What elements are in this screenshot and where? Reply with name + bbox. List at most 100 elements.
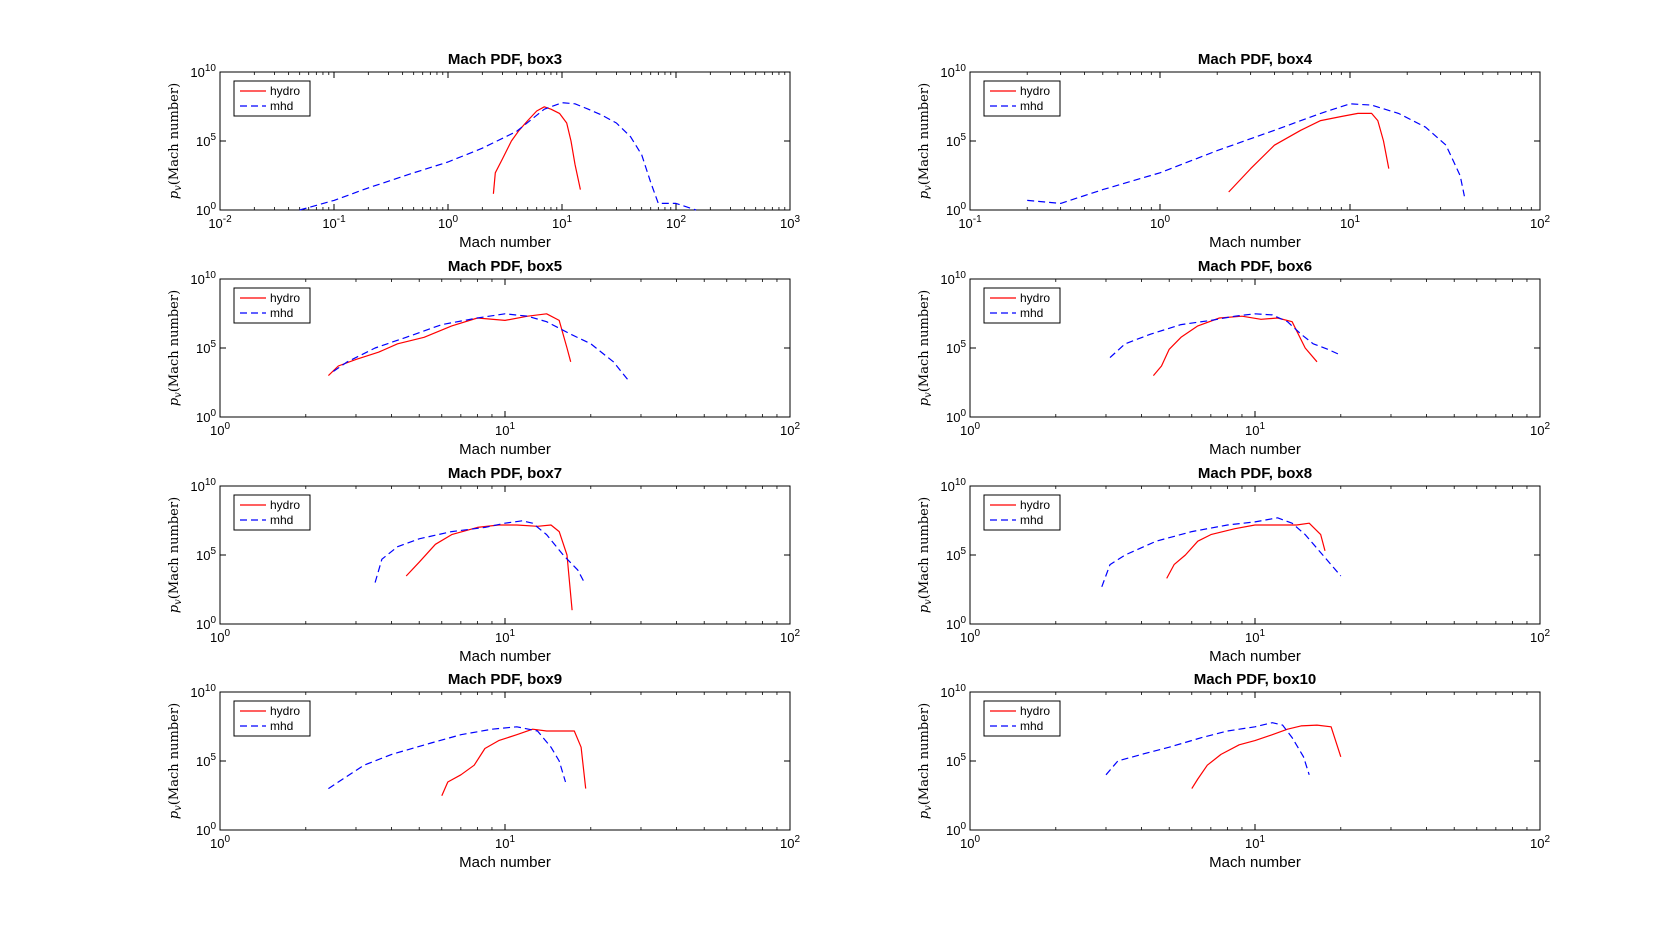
x-tick-label: 101 [495,628,515,645]
subplot-title: Mach PDF, box9 [448,671,562,688]
y-tick-label: 105 [196,752,216,769]
y-axis-label: pv(Mach number) [167,497,184,613]
y-tick-label: 100 [196,821,216,838]
x-tick-label: 100 [960,628,980,645]
series-line-mhd [1101,517,1342,588]
x-tick-label: 101 [1340,214,1360,231]
legend-label-mhd: mhd [1020,719,1043,733]
x-tick-label: 100 [210,834,230,851]
y-tick-label: 100 [196,201,216,218]
x-tick-label: 100 [210,628,230,645]
y-tick-label: 100 [196,408,216,425]
series-line-hydro [1166,522,1326,579]
series-line-mhd [1027,103,1465,204]
legend-box [983,287,1061,324]
legend-label-hydro: hydro [1020,84,1050,98]
subplot-title: Mach PDF, box4 [1198,51,1313,68]
plot-area [219,485,791,625]
y-tick-label: 100 [946,201,966,218]
series-line-mhd [374,520,585,583]
x-tick-label: 101 [552,214,572,231]
series-line-hydro [1152,315,1318,376]
y-axis-label: pv(Mach number) [917,497,934,613]
subplot-title: Mach PDF, box8 [1198,465,1312,482]
y-tick-label: 1010 [190,270,216,287]
y-tick-label: 105 [946,546,966,563]
series-line-hydro [1228,112,1390,193]
x-tick-label: 100 [438,214,458,231]
plot-area [219,691,791,831]
series-line-mhd [299,102,697,211]
x-tick-label: 101 [1245,834,1265,851]
series-line-hydro [327,313,572,377]
y-tick-label: 1010 [190,683,216,700]
legend-label-mhd: mhd [270,719,293,733]
legend-box [233,287,311,324]
y-tick-label: 105 [946,752,966,769]
subplot-title: Mach PDF, box6 [1198,258,1312,275]
subplot-title: Mach PDF, box5 [448,258,562,275]
x-tick-label: 103 [780,214,800,231]
x-tick-label: 100 [1150,214,1170,231]
subplot-title: Mach PDF, box10 [1194,671,1317,688]
x-tick-label: 102 [1530,628,1550,645]
legend-label-hydro: hydro [1020,291,1050,305]
y-tick-label: 1010 [940,63,966,80]
subplot-5: 100 101 102 100 105 1010 Mach PDF, box7 Mach nu… [167,465,800,665]
subplot-1: 10-2 10-1 100 101 102 103 100 105 1010 Mach PDF, … [167,51,800,251]
y-tick-label: 1010 [940,477,966,494]
y-tick-label: 105 [946,132,966,149]
x-tick-label: 10-1 [958,214,982,231]
x-tick-label: 102 [780,628,800,645]
x-tick-label: 101 [495,421,515,438]
y-axis-label: pv(Mach number) [917,290,934,406]
x-tick-label: 101 [1245,628,1265,645]
legend-label-hydro: hydro [1020,498,1050,512]
subplot-4: 100 101 102 100 105 1010 Mach PDF, box6 Mach nu… [917,258,1550,458]
x-tick-label: 102 [780,834,800,851]
plot-area [969,691,1541,831]
x-tick-label: 100 [960,834,980,851]
legend-label-hydro: hydro [270,291,300,305]
legend-box [983,80,1061,117]
x-tick-label: 101 [495,834,515,851]
y-tick-label: 100 [946,821,966,838]
x-axis-label: Mach number [459,854,551,871]
y-axis-label: pv(Mach number) [167,703,184,819]
x-tick-label: 102 [1530,214,1550,231]
x-axis-label: Mach number [459,441,551,458]
x-tick-label: 100 [960,421,980,438]
legend-label-mhd: mhd [1020,306,1043,320]
legend-box [233,494,311,531]
legend-label-mhd: mhd [1020,99,1043,113]
subplot-6: 100 101 102 100 105 1010 Mach PDF, box8 Mach nu… [917,465,1550,665]
y-tick-label: 105 [196,546,216,563]
plot-area [969,278,1541,418]
plot-area [219,71,791,211]
x-tick-label: 102 [780,421,800,438]
series-line-hydro [492,106,581,194]
x-tick-label: 10-1 [322,214,346,231]
y-axis-label: pv(Mach number) [167,290,184,406]
series-line-hydro [405,524,573,611]
legend-box [983,494,1061,531]
x-tick-label: 101 [1245,421,1265,438]
legend-box [233,700,311,737]
y-tick-label: 1010 [940,270,966,287]
x-axis-label: Mach number [459,648,551,665]
series-line-mhd [1109,313,1342,359]
y-tick-label: 105 [946,339,966,356]
series-line-mhd [328,726,567,790]
subplot-7: 100 101 102 100 105 1010 Mach PDF, box9 Mach nu… [167,671,800,871]
y-tick-label: 100 [946,408,966,425]
x-tick-label: 102 [1530,421,1550,438]
plot-area [219,278,791,418]
plot-area [969,71,1541,211]
series-line-mhd [333,313,629,381]
